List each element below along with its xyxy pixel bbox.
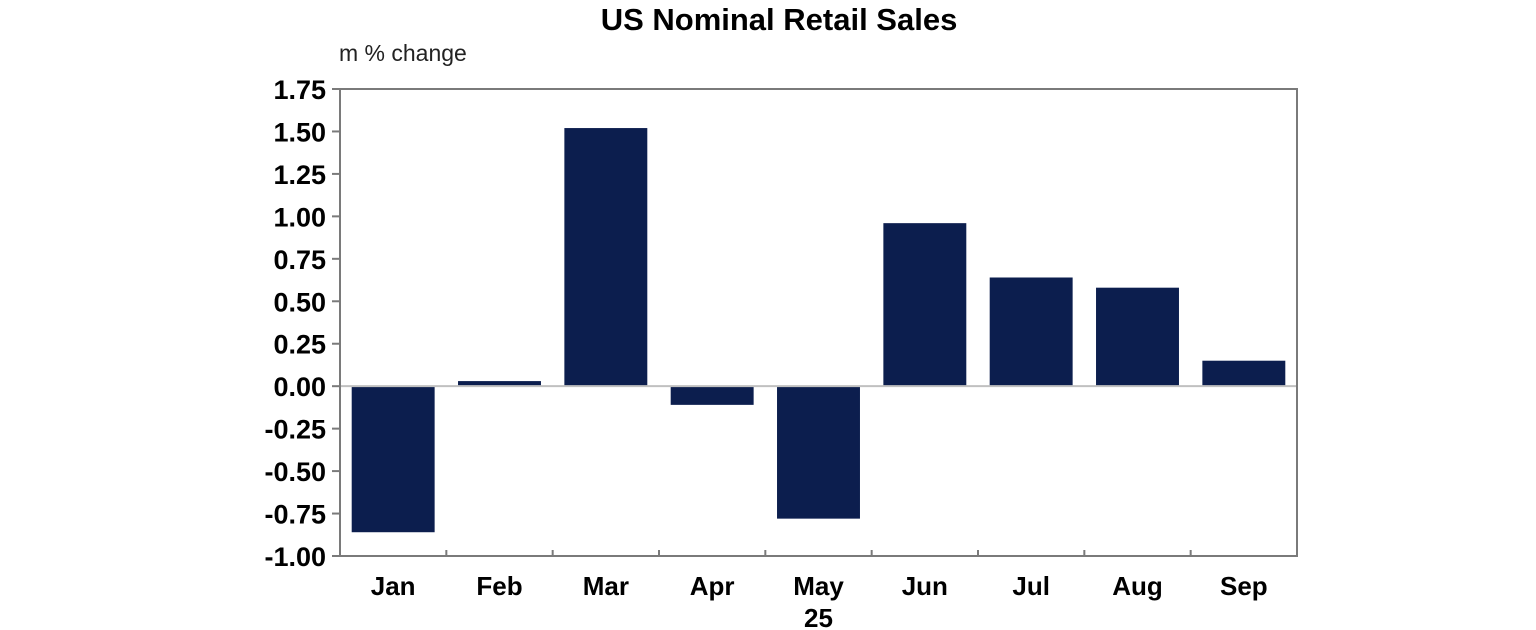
- plot-frame: [339, 88, 1298, 557]
- x-tick-label: Mar: [583, 571, 629, 601]
- x-tick-label: Jun: [902, 571, 948, 601]
- bar-feb: [458, 381, 541, 387]
- x-tick-label: Jan: [371, 571, 416, 601]
- bar-jul: [989, 277, 1073, 387]
- x-tick-label: Sep: [1220, 571, 1268, 601]
- bar-jun: [883, 223, 967, 387]
- y-axis-unit-label: m % change: [339, 40, 467, 66]
- bar-apr: [670, 386, 754, 405]
- y-tick-label: 0.25: [273, 330, 326, 360]
- x-tick-label: Aug: [1112, 571, 1163, 601]
- bar-sep: [1202, 360, 1286, 387]
- y-tick-label: 1.25: [273, 160, 326, 190]
- bar-aug: [1096, 287, 1179, 387]
- x-tick-label: May: [793, 571, 844, 601]
- chart-title: US Nominal Retail Sales: [600, 2, 958, 37]
- y-tick-label: 1.75: [273, 75, 326, 105]
- y-tick-label: -0.25: [264, 415, 326, 445]
- bar-mar: [564, 128, 648, 387]
- y-tick-label: 0.75: [273, 245, 326, 275]
- bars: [351, 128, 1286, 533]
- y-tick-label: 1.00: [273, 202, 326, 232]
- x-tick-label: Feb: [476, 571, 522, 601]
- y-tick-label: -0.50: [264, 457, 326, 487]
- bar-jan: [351, 386, 435, 533]
- y-tick-label: 0.50: [273, 287, 326, 317]
- x-tick-label: Apr: [690, 571, 735, 601]
- y-axis-ticks: 1.75 1.50 1.25 1.00 0.75 0.50 0.25 0.00 -0.25 -0.…: [264, 75, 340, 572]
- y-tick-label: 0.00: [273, 372, 326, 402]
- y-tick-label: -1.00: [264, 542, 326, 572]
- x-tick-label: Jul: [1012, 571, 1050, 601]
- y-tick-label: -0.75: [264, 500, 326, 530]
- bar-may: [777, 386, 860, 519]
- y-tick-label: 1.50: [273, 117, 326, 147]
- year-label: 25: [804, 603, 833, 630]
